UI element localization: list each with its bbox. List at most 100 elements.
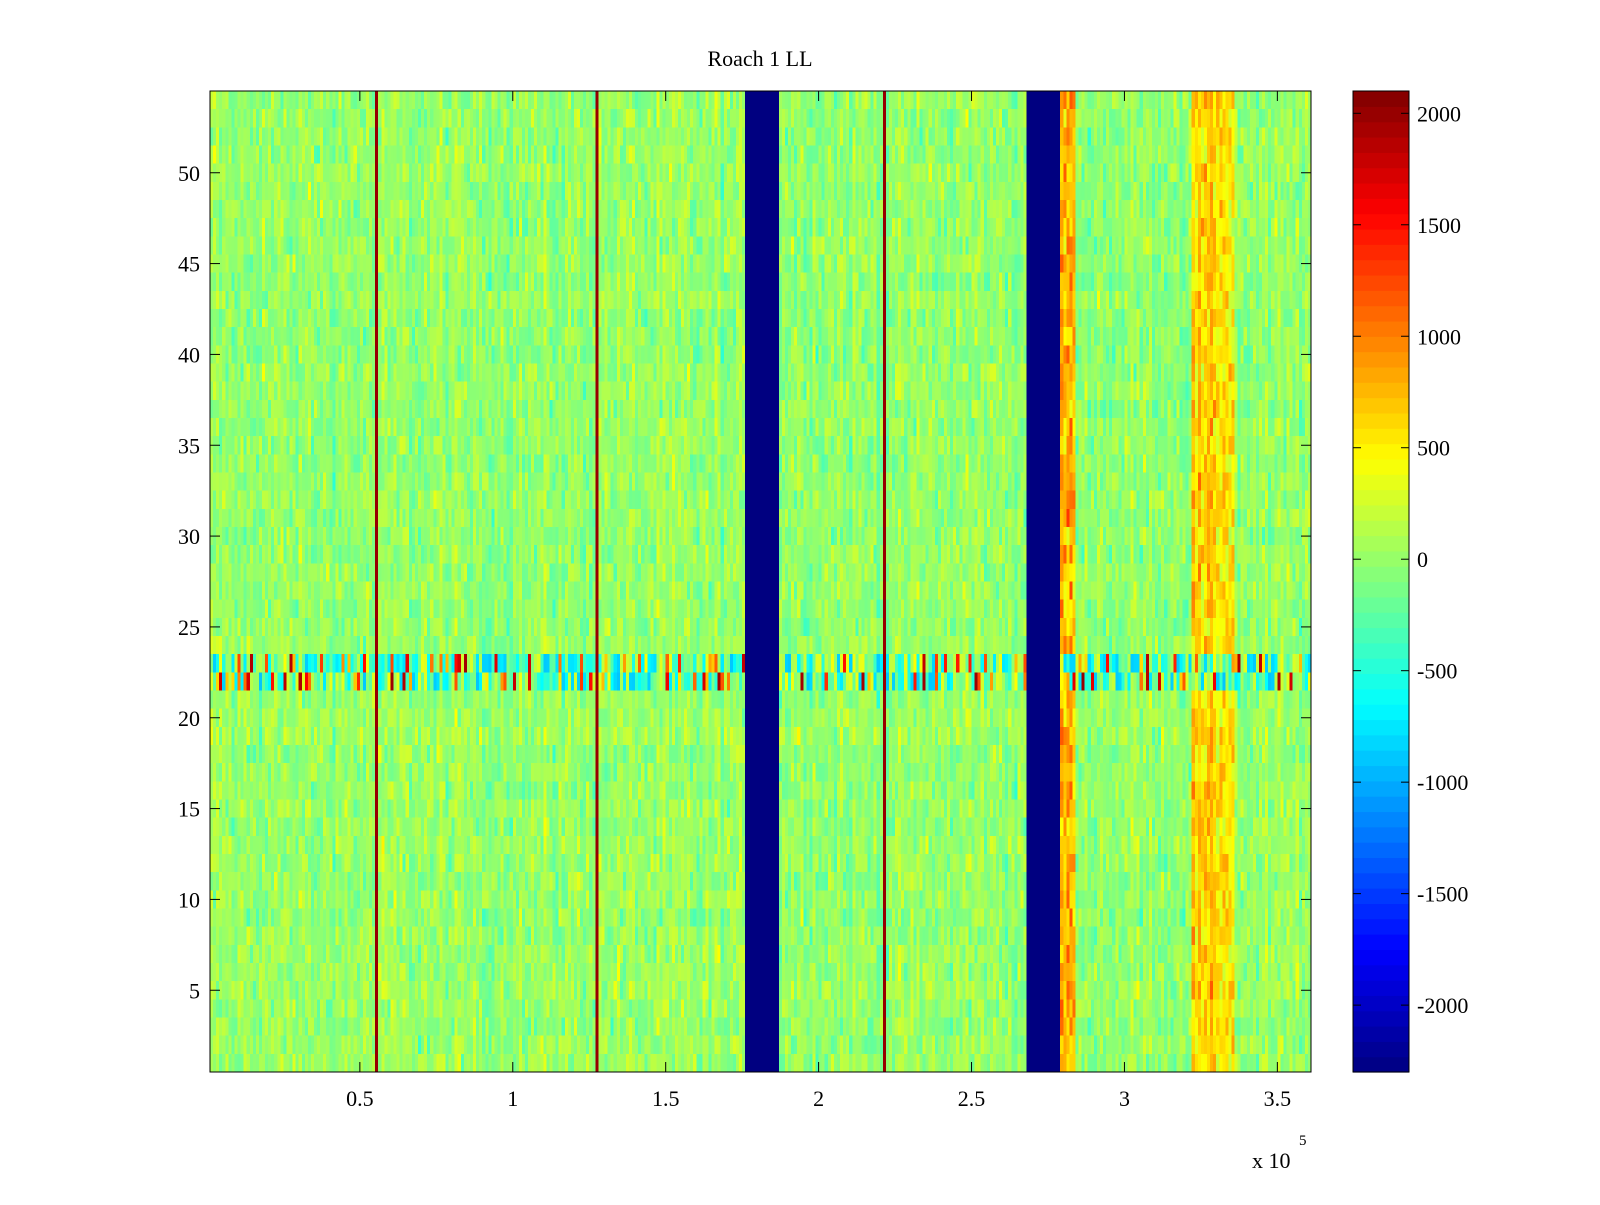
colorbar-band — [1353, 888, 1409, 904]
colorbar-band — [1353, 842, 1409, 859]
y-tick-label: 5 — [189, 978, 200, 1003]
colorbar-band — [1353, 612, 1409, 629]
colorbar-band — [1353, 320, 1409, 337]
colorbar-frame — [1352, 90, 1410, 1073]
colorbar-tick-label: -1500 — [1417, 882, 1468, 907]
colorbar-band — [1353, 91, 1409, 107]
colorbar-tick-label: 1500 — [1417, 213, 1461, 238]
colorbar-tick-label: -1000 — [1417, 770, 1468, 795]
colorbar-band — [1353, 642, 1409, 659]
colorbar-band — [1353, 136, 1409, 153]
y-tick-label: 15 — [178, 797, 200, 822]
colorbar-band — [1353, 765, 1409, 782]
colorbar: 2000 1500 1000 500 0 -500 -1000 -1500 -2000 — [1352, 90, 1468, 1073]
colorbar-band — [1353, 213, 1409, 230]
colorbar-band — [1353, 397, 1409, 414]
colorbar-band — [1353, 780, 1409, 797]
colorbar-band — [1353, 1010, 1409, 1027]
plot-area — [209, 90, 1312, 1073]
x-tick-label: 3.5 — [1264, 1086, 1292, 1111]
colorbar-band — [1353, 811, 1409, 828]
colorbar-band — [1353, 489, 1409, 506]
colorbar-band — [1353, 167, 1409, 184]
colorbar-tick-label: 0 — [1417, 547, 1428, 572]
colorbar-band — [1353, 581, 1409, 598]
x-axis: 0.5 1 1.5 2 2.5 3 3.5 — [346, 91, 1291, 1111]
colorbar-band — [1353, 290, 1409, 307]
heatmap-cells — [210, 91, 1311, 1072]
colorbar-band — [1353, 1056, 1409, 1073]
chart-title: Roach 1 LL — [707, 46, 812, 71]
colorbar-tick-label: 1000 — [1417, 324, 1461, 349]
plot-frame — [209, 90, 1312, 1073]
x-tick-label: 1.5 — [652, 1086, 680, 1111]
colorbar-band — [1353, 182, 1409, 199]
colorbar-band — [1353, 995, 1409, 1012]
colorbar-band — [1353, 412, 1409, 429]
colorbar-band — [1353, 382, 1409, 399]
colorbar-band — [1353, 980, 1409, 996]
colorbar-tick-label: 500 — [1417, 436, 1450, 461]
colorbar-ticks: 2000 1500 1000 500 0 -500 -1000 -1500 -2000 — [1353, 101, 1468, 1018]
colorbar-band — [1353, 673, 1409, 690]
colorbar-band — [1353, 750, 1409, 767]
colorbar-band — [1353, 504, 1409, 521]
colorbar-band — [1353, 934, 1409, 950]
x-multiplier-exponent: 5 — [1299, 1133, 1307, 1149]
y-tick-label: 45 — [178, 252, 200, 277]
colorbar-band — [1353, 964, 1409, 981]
colorbar-tick-label: 2000 — [1417, 101, 1461, 126]
colorbar-band — [1353, 520, 1409, 537]
y-tick-label: 20 — [178, 706, 200, 731]
y-tick-label: 10 — [178, 887, 200, 912]
colorbar-band — [1353, 1041, 1409, 1058]
colorbar-band — [1353, 106, 1409, 123]
colorbar-band — [1353, 535, 1409, 552]
colorbar-band — [1353, 566, 1409, 583]
x-tick-label: 2.5 — [958, 1086, 986, 1111]
colorbar-band — [1353, 244, 1409, 261]
colorbar-band — [1353, 949, 1409, 966]
x-tick-label: 1 — [507, 1086, 518, 1111]
y-axis: 5 10 15 20 25 30 35 40 45 50 — [178, 161, 1311, 1003]
colorbar-band — [1353, 474, 1409, 491]
colorbar-band — [1353, 152, 1409, 169]
colorbar-band — [1353, 351, 1409, 368]
colorbar-band — [1353, 734, 1409, 751]
colorbar-band — [1353, 903, 1409, 920]
colorbar-band — [1353, 688, 1409, 705]
colorbar-band — [1353, 550, 1409, 567]
colorbar-tick-label: -2000 — [1417, 993, 1468, 1018]
colorbar-band — [1353, 658, 1409, 675]
colorbar-band — [1353, 596, 1409, 613]
x-tick-label: 2 — [813, 1086, 824, 1111]
colorbar-band — [1353, 336, 1409, 353]
x-multiplier-label: x 10 — [1252, 1148, 1291, 1173]
colorbar-band — [1353, 121, 1409, 138]
colorbar-band — [1353, 458, 1409, 475]
colorbar-band — [1353, 826, 1409, 843]
colorbar-band — [1353, 857, 1409, 874]
colorbar-gradient — [1353, 91, 1409, 1073]
colorbar-band — [1353, 704, 1409, 721]
colorbar-band — [1353, 872, 1409, 889]
colorbar-band — [1353, 627, 1409, 644]
colorbar-band — [1353, 274, 1409, 291]
y-tick-label: 50 — [178, 161, 200, 186]
colorbar-band — [1353, 428, 1409, 445]
x-tick-label: 0.5 — [346, 1086, 374, 1111]
colorbar-band — [1353, 228, 1409, 245]
colorbar-band — [1353, 305, 1409, 322]
colorbar-tick-label: -500 — [1417, 659, 1457, 684]
colorbar-band — [1353, 366, 1409, 383]
colorbar-band — [1353, 1026, 1409, 1042]
y-tick-label: 35 — [178, 433, 200, 458]
colorbar-band — [1353, 198, 1409, 215]
colorbar-band — [1353, 259, 1409, 276]
colorbar-band — [1353, 443, 1409, 460]
colorbar-band — [1353, 719, 1409, 736]
colorbar-band — [1353, 918, 1409, 935]
y-tick-label: 30 — [178, 524, 200, 549]
